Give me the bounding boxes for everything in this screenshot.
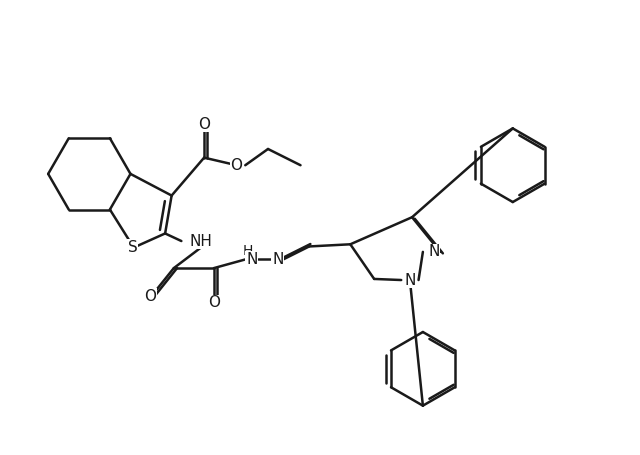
- Text: H: H: [243, 244, 253, 258]
- Text: NH: NH: [189, 233, 212, 248]
- Text: N: N: [272, 252, 284, 267]
- Text: S: S: [128, 240, 138, 255]
- Text: O: O: [144, 289, 156, 304]
- Text: O: O: [208, 295, 220, 310]
- Text: N: N: [246, 252, 257, 267]
- Text: O: O: [230, 158, 243, 173]
- Text: N: N: [404, 273, 415, 288]
- Text: N: N: [428, 244, 440, 259]
- Text: O: O: [198, 116, 210, 131]
